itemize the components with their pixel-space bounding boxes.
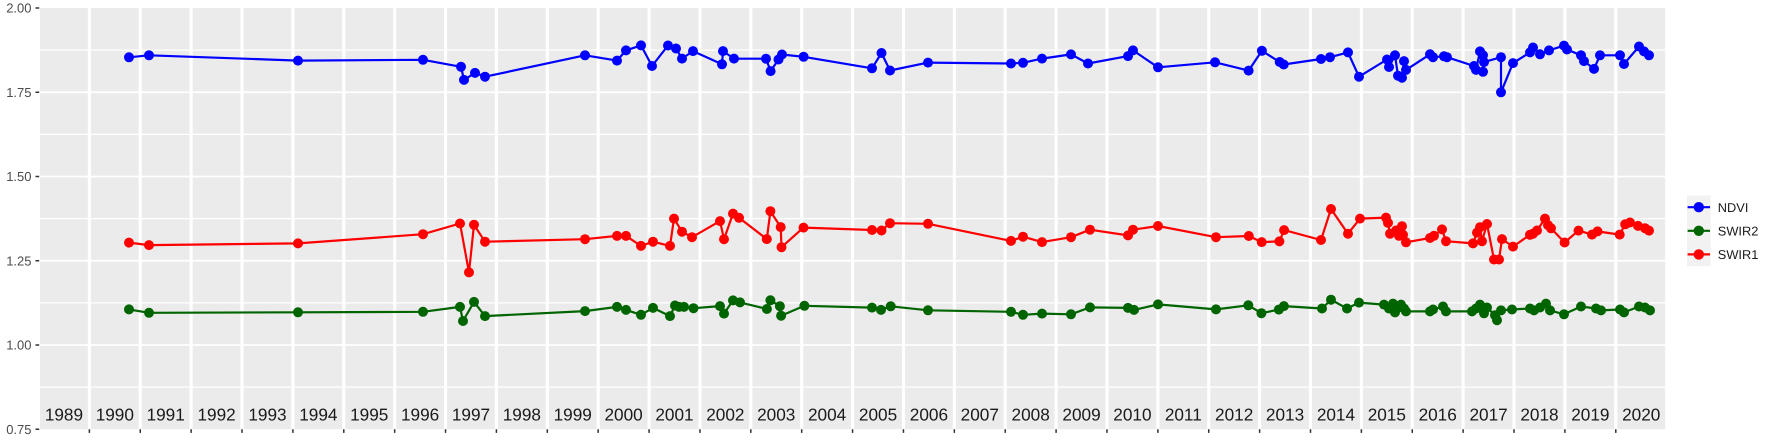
svg-text:2004: 2004 [808,404,847,424]
svg-text:1997: 1997 [452,404,490,424]
svg-text:2011: 2011 [1165,404,1202,424]
svg-text:1993: 1993 [248,404,286,424]
svg-text:2001: 2001 [655,404,693,424]
svg-text:1.50: 1.50 [6,169,31,184]
svg-text:1996: 1996 [401,404,439,424]
svg-text:2020: 2020 [1622,404,1660,424]
svg-text:2006: 2006 [910,404,948,424]
svg-text:2019: 2019 [1571,404,1609,424]
svg-text:SWIR1: SWIR1 [1718,247,1759,262]
svg-text:2010: 2010 [1113,404,1151,424]
svg-text:1999: 1999 [554,404,592,424]
svg-text:2016: 2016 [1419,404,1457,424]
svg-text:NDVI: NDVI [1718,200,1749,215]
svg-text:1995: 1995 [350,404,388,424]
svg-text:1.25: 1.25 [6,253,31,268]
svg-text:2.00: 2.00 [6,1,31,16]
svg-text:2012: 2012 [1215,404,1253,424]
svg-text:2009: 2009 [1062,404,1100,424]
svg-text:2000: 2000 [604,404,642,424]
svg-text:2008: 2008 [1012,404,1050,424]
svg-text:2007: 2007 [961,404,999,424]
svg-text:2002: 2002 [706,404,744,424]
svg-text:0.75: 0.75 [6,422,31,437]
svg-text:2003: 2003 [757,404,795,424]
svg-text:1991: 1991 [147,404,185,424]
svg-text:2013: 2013 [1266,404,1304,424]
svg-text:2015: 2015 [1368,404,1406,424]
svg-text:1998: 1998 [503,404,541,424]
svg-text:1989: 1989 [45,404,83,424]
svg-text:1990: 1990 [96,404,134,424]
svg-text:2005: 2005 [859,404,897,424]
svg-text:2017: 2017 [1469,404,1507,424]
svg-text:1.75: 1.75 [6,85,31,100]
svg-text:2018: 2018 [1520,404,1558,424]
svg-text:1992: 1992 [197,404,235,424]
svg-text:SWIR2: SWIR2 [1718,224,1759,239]
svg-text:1994: 1994 [299,404,338,424]
svg-text:1.00: 1.00 [6,338,31,353]
svg-text:2014: 2014 [1317,404,1356,424]
